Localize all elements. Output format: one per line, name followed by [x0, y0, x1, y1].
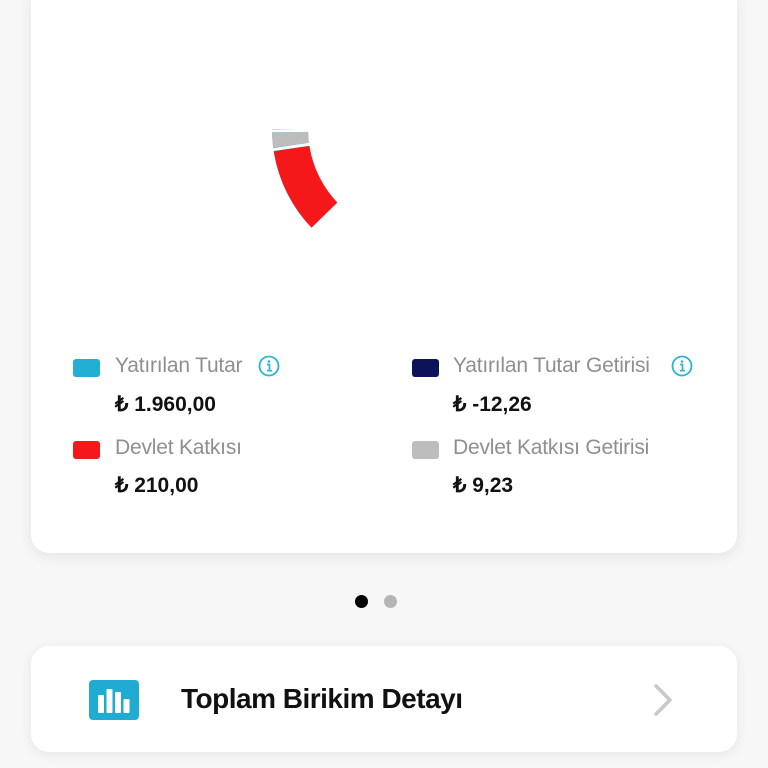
- legend-label: Yatırılan Tutar: [115, 354, 243, 377]
- legend-value: ₺ 1.960,00: [115, 393, 216, 416]
- donut-chart: [269, 128, 341, 232]
- detail-row-title: Toplam Birikim Detayı: [181, 683, 463, 714]
- donut-segment: [272, 131, 309, 148]
- info-icon[interactable]: [258, 355, 280, 377]
- info-icon[interactable]: [671, 355, 693, 377]
- donut-segment: [273, 145, 339, 230]
- legend-label: Devlet Katkısı Getirisi: [453, 436, 650, 459]
- legend-swatch: [73, 359, 100, 377]
- chevron-right-icon: [654, 684, 672, 716]
- legend-label: Devlet Katkısı: [115, 436, 242, 459]
- bar-chart-icon: [89, 680, 139, 720]
- summary-card: Yatırılan Tutar ₺ 1.960,00 Yatırılan Tut…: [31, 0, 737, 553]
- total-savings-detail-row[interactable]: Toplam Birikim Detayı: [31, 646, 737, 752]
- page-dot-inactive[interactable]: [384, 595, 397, 608]
- legend-value: ₺ -12,26: [453, 393, 532, 416]
- legend-value: ₺ 9,23: [453, 474, 514, 497]
- segment-gap: [310, 201, 341, 232]
- segment-gap: [271, 142, 312, 152]
- page-dot-active[interactable]: [355, 595, 368, 608]
- page-indicator[interactable]: [355, 595, 400, 609]
- legend-value: ₺ 210,00: [115, 474, 199, 497]
- legend-label: Yatırılan Tutar Getirisi: [453, 354, 650, 377]
- legend-swatch: [73, 441, 100, 459]
- legend-swatch: [412, 359, 439, 377]
- segment-gap: [269, 128, 311, 133]
- legend-swatch: [412, 441, 439, 459]
